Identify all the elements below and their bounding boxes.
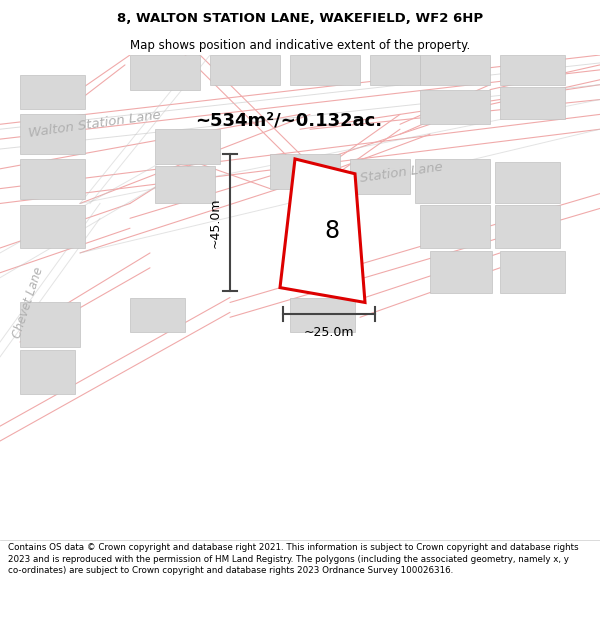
Text: Map shows position and indicative extent of the property.: Map shows position and indicative extent… [130, 39, 470, 51]
Text: Chevet Lane: Chevet Lane [10, 265, 46, 340]
Polygon shape [20, 114, 85, 154]
Polygon shape [420, 206, 490, 248]
Polygon shape [20, 302, 80, 347]
Polygon shape [500, 55, 565, 85]
Polygon shape [130, 298, 185, 332]
Text: ~534m²/~0.132ac.: ~534m²/~0.132ac. [195, 111, 382, 129]
Polygon shape [280, 159, 365, 302]
Polygon shape [130, 55, 200, 89]
Polygon shape [415, 159, 490, 204]
Text: ~45.0m: ~45.0m [209, 197, 222, 248]
Polygon shape [430, 251, 492, 292]
Polygon shape [210, 55, 280, 85]
Polygon shape [155, 129, 220, 164]
Polygon shape [20, 206, 85, 248]
Polygon shape [420, 55, 490, 85]
Polygon shape [290, 55, 360, 85]
Polygon shape [500, 87, 565, 119]
Polygon shape [20, 75, 85, 109]
Text: 8: 8 [324, 219, 340, 243]
Polygon shape [500, 251, 565, 292]
Polygon shape [270, 154, 340, 189]
Text: Walton Station Lane: Walton Station Lane [310, 160, 444, 191]
Polygon shape [420, 89, 490, 124]
Polygon shape [370, 55, 420, 85]
Polygon shape [290, 298, 355, 332]
Text: 8, WALTON STATION LANE, WAKEFIELD, WF2 6HP: 8, WALTON STATION LANE, WAKEFIELD, WF2 6… [117, 12, 483, 25]
Polygon shape [495, 162, 560, 204]
Polygon shape [350, 159, 410, 194]
Polygon shape [20, 159, 85, 199]
Text: Contains OS data © Crown copyright and database right 2021. This information is : Contains OS data © Crown copyright and d… [8, 543, 578, 575]
Text: Walton Station Lane: Walton Station Lane [28, 109, 162, 140]
Polygon shape [155, 166, 215, 204]
Polygon shape [20, 350, 75, 394]
Polygon shape [495, 206, 560, 248]
Text: ~25.0m: ~25.0m [304, 326, 354, 339]
